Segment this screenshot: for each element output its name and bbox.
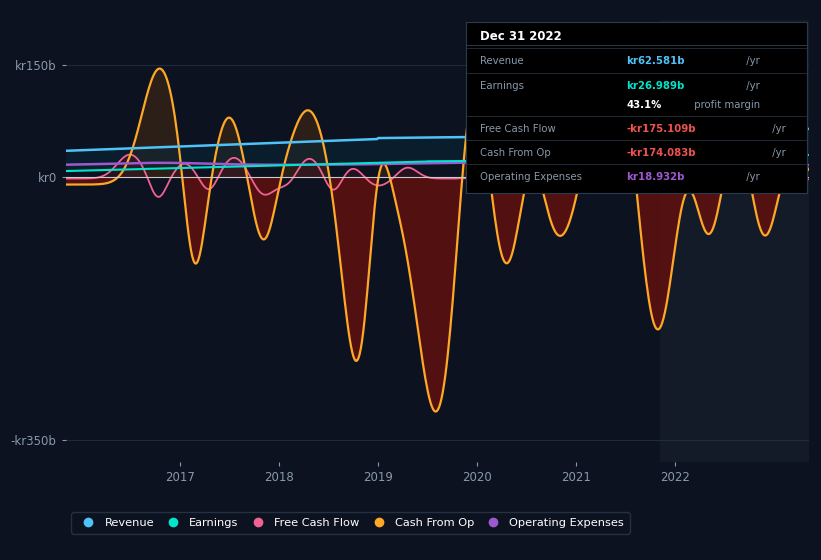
Text: Dec 31 2022: Dec 31 2022 — [480, 30, 562, 44]
Text: kr26.989b: kr26.989b — [626, 81, 685, 91]
Text: -kr174.083b: -kr174.083b — [626, 148, 696, 158]
Text: /yr: /yr — [769, 148, 786, 158]
Text: /yr: /yr — [743, 81, 759, 91]
Bar — [660, 20, 809, 462]
Text: /yr: /yr — [769, 124, 786, 134]
Text: kr62.581b: kr62.581b — [626, 56, 685, 66]
Text: Revenue: Revenue — [480, 56, 524, 66]
Text: kr18.932b: kr18.932b — [626, 172, 685, 182]
Legend: Revenue, Earnings, Free Cash Flow, Cash From Op, Operating Expenses: Revenue, Earnings, Free Cash Flow, Cash … — [71, 512, 630, 534]
Text: 43.1%: 43.1% — [626, 100, 662, 110]
Text: Earnings: Earnings — [480, 81, 524, 91]
Text: Cash From Op: Cash From Op — [480, 148, 551, 158]
Text: Operating Expenses: Operating Expenses — [480, 172, 582, 182]
Text: Free Cash Flow: Free Cash Flow — [480, 124, 556, 134]
Text: /yr: /yr — [743, 56, 759, 66]
Text: -kr175.109b: -kr175.109b — [626, 124, 696, 134]
Text: profit margin: profit margin — [691, 100, 760, 110]
Text: /yr: /yr — [743, 172, 759, 182]
